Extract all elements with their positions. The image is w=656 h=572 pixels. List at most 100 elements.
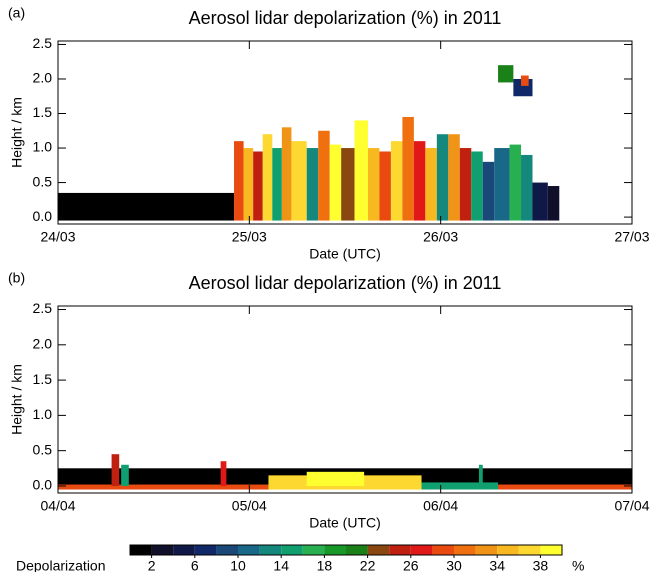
y-tick-label: 2.0: [33, 336, 53, 352]
colorbar-label: Depolarization: [16, 558, 106, 572]
panel-label: (b): [8, 270, 25, 286]
colorbar-tick-label: 38: [533, 558, 549, 572]
colorbar-swatch: [518, 545, 541, 555]
heat-cell: [478, 464, 483, 486]
x-tick-label: 25/03: [232, 229, 267, 245]
x-axis-label: Date (UTC): [309, 246, 381, 262]
colorbar-swatch: [410, 545, 433, 555]
x-tick-label: 04/04: [40, 498, 75, 514]
colorbar-swatch: [324, 545, 346, 555]
colorbar-swatch: [497, 545, 519, 555]
heat-cell: [253, 151, 263, 221]
colorbar-swatch: [130, 545, 152, 555]
y-tick-label: 2.5: [33, 35, 53, 51]
colorbar-tick-label: 10: [230, 558, 246, 572]
heat-cell: [459, 148, 472, 221]
colorbar-swatch: [151, 545, 174, 555]
colorbar-swatch: [389, 545, 411, 555]
heat-cell: [234, 141, 244, 221]
y-tick-label: 1.0: [33, 406, 53, 422]
y-axis-label: Height / km: [9, 364, 25, 435]
y-axis-label: Height / km: [9, 97, 25, 168]
panel-label: (a): [8, 5, 25, 21]
colorbar-tick-label: 30: [446, 558, 462, 572]
x-tick-label: 06/04: [423, 498, 458, 514]
y-tick-label: 0.0: [33, 208, 53, 224]
heat-cell: [58, 192, 235, 221]
y-tick-label: 0.0: [33, 477, 53, 493]
heat-cell: [532, 182, 548, 221]
y-tick-label: 1.5: [33, 104, 53, 120]
colorbar-tick-label: 18: [317, 558, 333, 572]
chart-title: Aerosol lidar depolarization (%) in 2011: [189, 8, 502, 28]
y-tick-label: 0.5: [33, 173, 53, 189]
x-tick-label: 26/03: [423, 229, 458, 245]
heat-cell: [494, 148, 510, 221]
colorbar-frame: [129, 544, 563, 556]
colorbar-swatch: [540, 545, 562, 555]
colorbar-swatch: [173, 545, 195, 555]
y-tick-label: 0.5: [33, 441, 53, 457]
heat-cell: [547, 186, 560, 221]
heat-cell: [498, 65, 514, 83]
x-tick-label: 07/04: [614, 498, 649, 514]
heat-cell: [306, 148, 319, 221]
heat-cell: [220, 461, 227, 486]
y-tick-label: 2.5: [33, 300, 53, 316]
colorbar-swatch: [194, 545, 217, 555]
plot-frame: [57, 40, 633, 225]
heat-cell: [243, 148, 254, 221]
heat-cell: [436, 134, 449, 221]
y-tick-label: 1.0: [33, 139, 53, 155]
heat-cell: [521, 75, 529, 86]
heat-cell: [281, 127, 292, 221]
heat-cell: [318, 130, 330, 221]
colorbar-tick-label: 14: [273, 558, 289, 572]
colorbar-swatch: [281, 545, 303, 555]
colorbar-swatch: [259, 545, 282, 555]
y-tick-label: 2.0: [33, 70, 53, 86]
colorbar-swatch: [475, 545, 498, 555]
plot-frame: [57, 305, 633, 494]
colorbar-tick-label: 6: [191, 558, 199, 572]
heat-cell: [121, 464, 129, 486]
colorbar-swatch: [454, 545, 476, 555]
heat-cell: [262, 134, 273, 221]
heat-cell: [509, 144, 522, 221]
colorbar-swatch: [216, 545, 238, 555]
heat-cell: [471, 151, 483, 221]
x-tick-label: 05/04: [232, 498, 267, 514]
heat-cell: [306, 471, 365, 486]
colorbar-swatch: [367, 545, 390, 555]
x-tick-label: 27/03: [614, 229, 649, 245]
x-tick-label: 24/03: [40, 229, 75, 245]
colorbar-tick-label: 2: [148, 558, 156, 572]
heat-cell: [367, 148, 380, 221]
colorbar-unit: %: [572, 558, 584, 572]
heat-cell: [413, 141, 426, 221]
heat-cell: [421, 482, 499, 490]
colorbar-tick-label: 26: [403, 558, 419, 572]
heat-cell: [390, 141, 403, 221]
heat-cell: [482, 161, 495, 221]
heat-cell: [291, 141, 307, 221]
colorbar-swatch: [238, 545, 260, 555]
heat-cell: [341, 148, 355, 221]
x-axis-label: Date (UTC): [309, 515, 381, 531]
heat-cell: [448, 134, 460, 221]
heat-cell: [329, 144, 342, 221]
heat-cell: [111, 454, 120, 486]
colorbar-swatch: [346, 545, 368, 555]
colorbar-swatch: [432, 545, 454, 555]
y-tick-label: 1.5: [33, 371, 53, 387]
colorbar-tick-label: 22: [360, 558, 376, 572]
heat-cell: [425, 148, 437, 221]
heat-cell: [402, 116, 414, 221]
heat-cell: [521, 154, 533, 221]
colorbar-tick-label: 34: [489, 558, 505, 572]
heat-cell: [354, 120, 368, 221]
colorbar-swatch: [302, 545, 325, 555]
heat-cell: [379, 151, 391, 221]
chart-title: Aerosol lidar depolarization (%) in 2011: [189, 273, 502, 293]
